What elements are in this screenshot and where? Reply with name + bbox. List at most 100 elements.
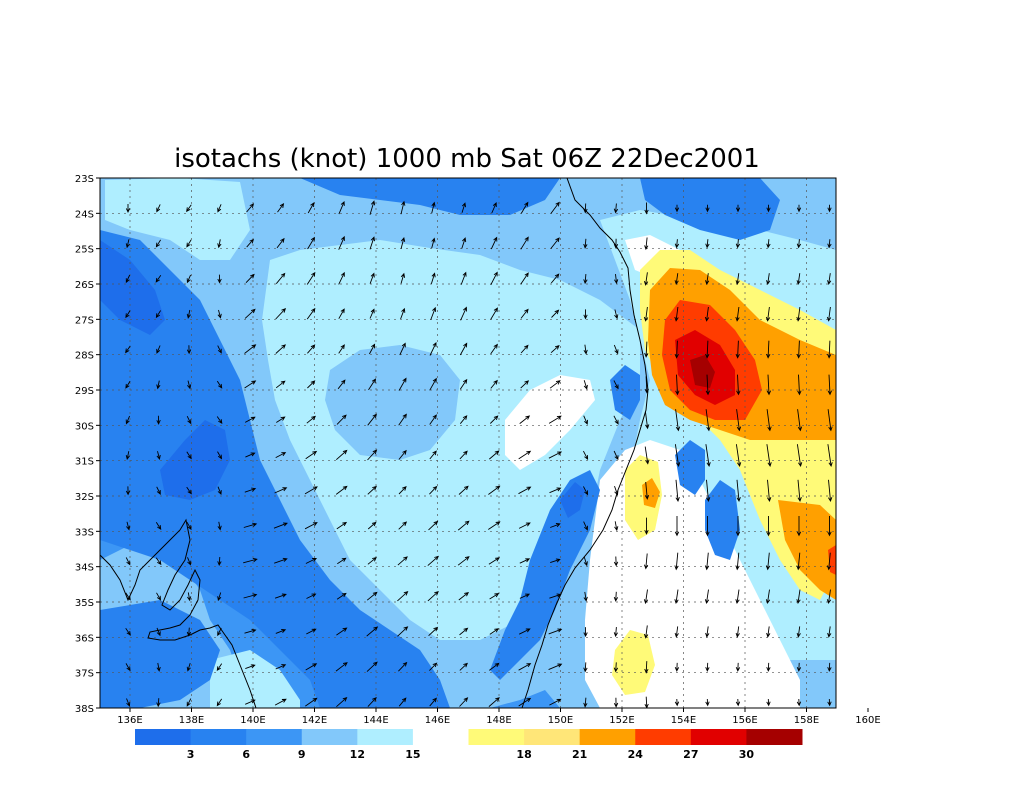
wind-arrow [644, 237, 649, 251]
colorbar-label: 6 [242, 748, 250, 761]
isotach-region-6-coast-d [705, 480, 740, 560]
wind-arrow [583, 521, 588, 531]
wind-arrow [827, 340, 832, 359]
wind-arrow [459, 415, 468, 424]
wind-arrow [398, 521, 408, 530]
wind-arrow [336, 449, 348, 461]
wind-arrow [797, 409, 803, 432]
isotach-region-3-mid [160, 420, 230, 500]
wind-arrow [613, 662, 619, 673]
wind-arrow [613, 450, 619, 461]
wind-arrow [674, 516, 680, 537]
wind-arrow [306, 593, 317, 599]
wind-arrow [398, 661, 408, 672]
wind-arrow [583, 591, 588, 602]
wind-arrow [583, 344, 588, 355]
wind-arrow [305, 697, 318, 707]
lat-label: 34S [75, 563, 94, 574]
wind-arrow [827, 698, 832, 707]
wind-arrow [735, 444, 742, 468]
wind-arrow [704, 306, 710, 322]
wind-arrow [488, 521, 501, 530]
wind-arrow [274, 593, 287, 599]
wind-arrow [367, 413, 377, 426]
wind-arrow [125, 415, 131, 425]
wind-arrow [705, 444, 711, 468]
wind-arrow [217, 204, 222, 213]
wind-arrow [155, 239, 161, 248]
wind-arrow [706, 479, 711, 503]
wind-arrow [705, 516, 710, 537]
latitude-labels: 23S 24S 25S 26S 27S 28S 29S 30S 31S 32S 33S 34S 35S 3… [75, 174, 100, 715]
wind-arrow [549, 380, 561, 389]
wind-arrow [186, 486, 192, 495]
wind-arrow [217, 592, 222, 602]
wind-arrow [550, 558, 561, 564]
wind-arrow [551, 309, 560, 318]
wind-arrow [275, 452, 287, 458]
wind-arrow [765, 306, 771, 322]
isotach-region-21-cell-a [642, 478, 660, 508]
wind-arrow [766, 662, 771, 672]
colorbar-label: 27 [683, 748, 698, 761]
wind-arrow [827, 273, 832, 286]
wind-arrow [674, 626, 679, 638]
wind-arrow [796, 626, 801, 638]
wind-arrow [520, 236, 529, 250]
wind-arrow [304, 486, 318, 495]
colorbar-swatch [579, 729, 636, 745]
wind-arrow [766, 239, 771, 249]
wind-arrow [488, 557, 501, 565]
colorbar-swatch [635, 729, 692, 745]
wind-arrow [156, 451, 161, 461]
wind-arrow [827, 374, 833, 396]
wind-arrow [643, 553, 649, 570]
wind-arrow [491, 202, 497, 214]
wind-arrow [519, 415, 531, 424]
lat-label: 24S [75, 209, 94, 220]
lon-label: 140E [240, 715, 265, 726]
wind-arrow [305, 663, 318, 671]
wind-arrow [826, 552, 832, 571]
wind-arrow [244, 380, 257, 389]
colorbar-label: 18 [516, 748, 531, 761]
wind-arrow [275, 344, 286, 354]
wind-arrow [674, 340, 679, 359]
lon-label: 146E [425, 715, 450, 726]
wind-arrow [767, 479, 772, 503]
wind-arrow [155, 522, 162, 530]
wind-arrow [827, 239, 832, 249]
wind-arrow [367, 449, 378, 461]
wind-arrow [644, 411, 650, 430]
lat-label: 33S [75, 527, 94, 538]
wind-arrow [705, 698, 710, 707]
wind-arrow [766, 698, 771, 707]
wind-arrow [336, 521, 348, 530]
wind-arrow [276, 237, 285, 249]
wind-arrow [187, 380, 192, 390]
wind-arrow [796, 204, 802, 213]
wind-arrow [549, 487, 562, 494]
wind-arrow [275, 380, 286, 389]
wind-arrow [429, 485, 438, 495]
wind-arrow [736, 479, 741, 503]
wind-arrow [275, 629, 287, 634]
wind-arrow [155, 557, 162, 566]
wind-arrow [519, 593, 531, 599]
lat-label: 37S [75, 669, 94, 680]
wind-arrow [459, 697, 469, 707]
wind-arrow [244, 308, 256, 319]
wind-arrow [705, 340, 710, 359]
wind-arrow [400, 272, 406, 284]
wind-arrow [520, 380, 530, 389]
wind-arrow [306, 415, 317, 424]
wind-arrow [518, 450, 532, 460]
lat-label: 38S [75, 704, 94, 715]
wind-arrow [397, 591, 409, 602]
wind-arrow [125, 310, 131, 319]
wind-arrow [460, 306, 467, 321]
lat-label: 36S [75, 633, 94, 644]
wind-arrow [520, 272, 529, 285]
wind-arrow [125, 274, 131, 284]
isotach-region-6-coast-c [675, 440, 705, 495]
